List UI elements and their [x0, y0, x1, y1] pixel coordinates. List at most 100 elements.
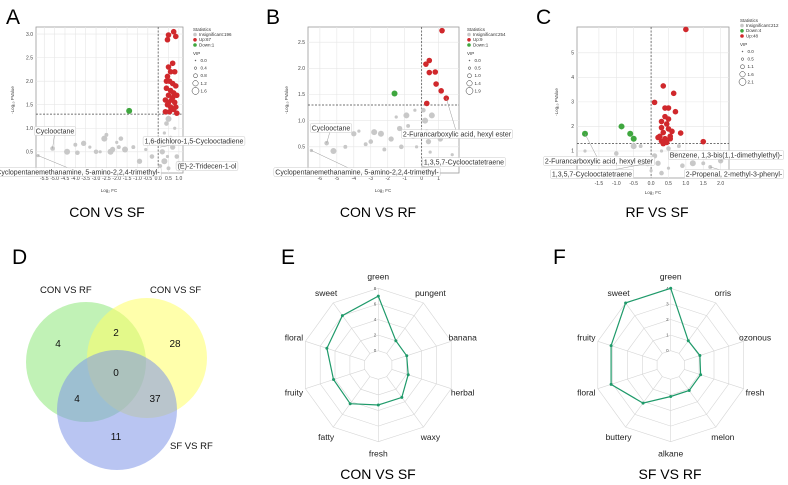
point-insignificant: [363, 142, 368, 147]
y-tick-label: 0.5: [298, 145, 305, 151]
point-insignificant: [680, 163, 685, 169]
annotation-box: [401, 129, 513, 139]
radar-spoke: [391, 341, 452, 361]
point-insignificant: [583, 149, 587, 153]
legend-vip-size-marker: [466, 80, 473, 87]
x-tick-label: -1: [402, 176, 407, 182]
x-tick-label: 1.0: [175, 176, 182, 182]
panel-letter-b: B: [266, 6, 280, 29]
point-up: [165, 99, 172, 106]
y-tick-label: 2.5: [298, 40, 305, 46]
annotation-box: [543, 156, 655, 166]
point-down: [627, 130, 634, 137]
legend-vip-size-marker: [740, 64, 745, 69]
point-insignificant: [371, 129, 378, 136]
radar-tick-label: 2: [374, 333, 377, 338]
point-up: [169, 94, 176, 101]
legend-marker-up: [467, 38, 471, 42]
radar-spoke: [305, 369, 365, 389]
point-up: [660, 129, 667, 136]
y-tick-label: 3.0: [26, 32, 33, 38]
radar-tick-label: 0: [374, 348, 377, 353]
point-up: [655, 134, 661, 141]
annotation-box: [310, 123, 352, 133]
legend-vip-title: VIP: [193, 51, 200, 56]
point-insignificant: [161, 158, 168, 165]
legend-marker-up: [193, 38, 197, 42]
radar-spoke: [332, 376, 371, 428]
point-up: [426, 69, 433, 76]
point-up: [163, 85, 170, 92]
radar-point: [698, 354, 702, 358]
legend-title: Statistics: [467, 27, 486, 32]
annotation-label: 2-Furancarboxylic acid, hexyl ester: [545, 158, 654, 165]
point-down: [618, 123, 625, 130]
y-tick-label: 2: [571, 124, 574, 130]
annotation-box: [0, 167, 162, 177]
legend-marker-down: [193, 43, 197, 47]
x-axis-label: Log₂ FC: [101, 188, 118, 193]
y-tick-label: 2.5: [26, 55, 33, 61]
annotation-label: Cyclopentanemethanamine, 5-amino-2,2,4-t…: [0, 169, 160, 176]
panel-b: B CON VS RF Log₂ FC -Log₁₀ PValue -6 -5 -4…: [266, 6, 513, 220]
legend-vip-value: 1.6: [201, 88, 208, 93]
radar-grid-ring: [364, 350, 393, 380]
point-up: [173, 92, 180, 99]
legend-vip-value: 1.2: [201, 81, 208, 86]
venn-count-only-sf-rf: 11: [111, 432, 122, 443]
x-tick-label: 1.5: [700, 181, 707, 187]
point-insignificant: [101, 135, 108, 142]
point-up: [433, 81, 439, 87]
point-insignificant: [330, 148, 337, 155]
radar-axis-label: buttery: [606, 432, 633, 442]
point-insignificant: [93, 149, 99, 155]
point-insignificant: [351, 131, 357, 137]
point-up: [665, 116, 672, 122]
venn-count-only-con-sf: 28: [169, 339, 181, 350]
legend-vip-size-marker: [468, 66, 471, 70]
legend-item: Insignificant:254: [473, 32, 506, 37]
x-tick-label: -4.5: [61, 176, 70, 182]
annotation-box: [422, 157, 506, 167]
legend-vip-size-marker: [738, 78, 747, 86]
radar-spoke: [386, 376, 424, 428]
point-insignificant: [689, 160, 696, 167]
radar-point: [699, 373, 703, 377]
point-up: [171, 99, 178, 106]
legend-marker-insignificant: [740, 23, 744, 28]
radar-tick-label: 2: [666, 317, 669, 322]
panel-e-title: CON VS SF: [340, 466, 415, 482]
point-down: [630, 135, 637, 142]
radar-tick-label: 8: [374, 286, 377, 291]
x-tick-label: 0: [420, 176, 423, 182]
x-axis-label: Log₂ FC: [645, 190, 662, 195]
point-insignificant: [122, 146, 129, 153]
point-insignificant: [676, 144, 681, 149]
legend-vip-size-marker: [465, 87, 474, 95]
y-tick-label: 5: [571, 50, 574, 56]
x-tick-label: -5.0: [50, 176, 59, 182]
legend-vip-value: 1.6: [748, 72, 755, 77]
point-up: [669, 128, 675, 135]
radar-point: [340, 314, 344, 318]
point-up: [667, 135, 674, 142]
point-insignificant: [655, 160, 661, 166]
radar-tick-label: 3: [666, 301, 669, 306]
legend-marker-down: [467, 43, 471, 47]
legend-vip-value: 1.1: [748, 64, 755, 69]
annotation-box: [273, 167, 441, 177]
radar-axis-label: herbal: [451, 387, 475, 397]
venn-count-only-con-rf: 4: [55, 339, 61, 350]
radar-axis-label: orris: [715, 288, 732, 298]
radar-axis-label: alkane: [658, 449, 683, 459]
annotation-box: [34, 126, 76, 136]
x-tick-label: -2.0: [112, 176, 121, 182]
point-insignificant: [450, 153, 454, 157]
legend-vip-value: 1.4: [475, 81, 482, 86]
radar-spoke: [305, 341, 365, 361]
point-insignificant: [166, 166, 171, 171]
x-tick-label: -3.5: [81, 176, 90, 182]
x-tick-label: -6: [318, 176, 323, 182]
x-axis-label: Log₂ FC: [375, 188, 392, 193]
